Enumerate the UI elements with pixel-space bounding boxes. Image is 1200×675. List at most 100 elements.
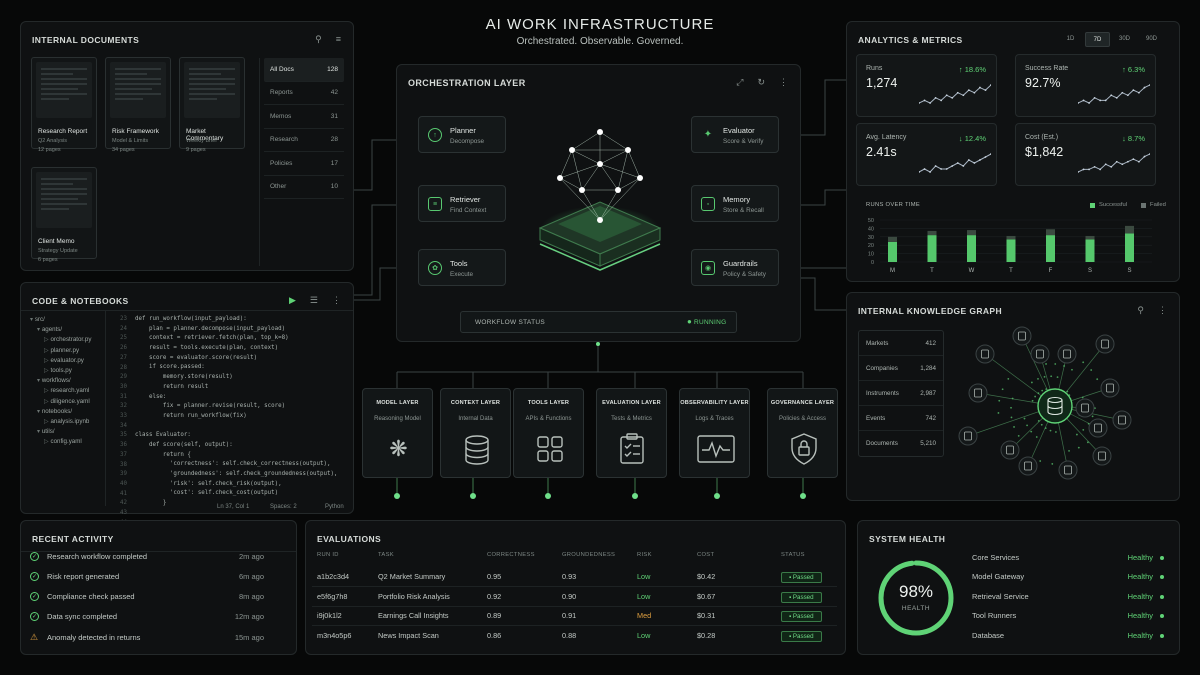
layer-evaluation[interactable]: EVALUATION LAYER Tests & Metrics bbox=[596, 388, 667, 478]
knowledge-item[interactable]: Documents 5,210 bbox=[859, 431, 943, 456]
more-icon[interactable]: ⋮ bbox=[779, 77, 788, 87]
category-item[interactable]: Policies 17 bbox=[264, 152, 344, 176]
layer-tools[interactable]: TOOLS LAYER APIs & Functions bbox=[513, 388, 584, 478]
run-icon[interactable]: ▶ bbox=[289, 295, 296, 305]
file-item[interactable]: ▷ planner.py bbox=[30, 346, 91, 356]
search-icon[interactable]: ⚲ bbox=[315, 34, 322, 44]
category-item[interactable]: Other 10 bbox=[264, 176, 344, 199]
knowledge-item[interactable]: Companies 1,284 bbox=[859, 356, 943, 381]
graph-particle bbox=[1066, 390, 1069, 393]
code-line: context = retriever.fetch(plan, top_k=8) bbox=[135, 335, 289, 342]
graph-particle bbox=[1037, 392, 1040, 395]
service-row[interactable]: Retrieval Service Healthy bbox=[972, 592, 1164, 601]
line-number: 34 bbox=[120, 422, 127, 429]
graph-particle bbox=[1045, 363, 1047, 365]
more-icon[interactable]: ⋮ bbox=[332, 295, 341, 305]
category-item[interactable]: Research 28 bbox=[264, 129, 344, 152]
folder-item[interactable]: ▾ agents/ bbox=[30, 325, 91, 335]
graph-node bbox=[1088, 418, 1108, 438]
file-item[interactable]: ▷ diligence.yaml bbox=[30, 397, 91, 407]
list-icon[interactable]: ☰ bbox=[309, 295, 318, 305]
range-tab-30d[interactable]: 30D bbox=[1118, 36, 1130, 42]
search-icon[interactable]: ⚲ bbox=[1137, 305, 1144, 315]
sparkline-point bbox=[984, 156, 987, 158]
filter-icon[interactable]: ≡ bbox=[335, 34, 341, 44]
table-row[interactable]: i9j0k1l2 Earnings Call Insights 0.89 0.91 Me… bbox=[317, 606, 841, 625]
service-row[interactable]: Model Gateway Healthy bbox=[972, 572, 1164, 581]
file-item[interactable]: ▷ evaluator.py bbox=[30, 356, 91, 366]
file-item[interactable]: ▷ research.yaml bbox=[30, 386, 91, 396]
code-line: def score(self, output): bbox=[135, 441, 233, 448]
file-item[interactable]: ▷ orchestrator.py bbox=[30, 335, 91, 345]
activity-row[interactable]: ⚠ Anomaly detected in returns 15m ago bbox=[30, 632, 264, 643]
chevron-down-icon: ▾ bbox=[37, 326, 42, 334]
doc-card[interactable]: Client Memo Strategy Update 6 pages bbox=[31, 167, 97, 263]
planner-icon: ↑ bbox=[428, 128, 442, 142]
node-guardrails[interactable]: ◉ Guardrails Policy & Safety bbox=[691, 249, 779, 286]
range-tab-7d[interactable]: 7D bbox=[1085, 32, 1110, 47]
activity-row[interactable]: ✓ Compliance check passed 8m ago bbox=[30, 592, 264, 601]
layer-subtitle: Reasoning Model bbox=[374, 416, 421, 422]
range-tab-90d[interactable]: 90D bbox=[1145, 36, 1157, 42]
range-tab-1d[interactable]: 1D bbox=[1066, 36, 1075, 42]
activity-row[interactable]: ✓ Research workflow completed 2m ago bbox=[30, 552, 264, 561]
kpi-card[interactable]: Cost (Est.) $1,842 ↓ 8.7% bbox=[1015, 123, 1156, 186]
category-label: Other bbox=[270, 183, 287, 191]
knowledge-item[interactable]: Instruments 2,987 bbox=[859, 381, 943, 406]
expand-icon[interactable]: ⤢ bbox=[736, 77, 744, 87]
kpi-card[interactable]: Success Rate 92.7% ↑ 6.3% bbox=[1015, 54, 1156, 117]
graph-node bbox=[1018, 456, 1038, 476]
knowledge-item[interactable]: Events 742 bbox=[859, 406, 943, 431]
node-memory[interactable]: ▫ Memory Store & Recall bbox=[691, 185, 779, 222]
folder-item[interactable]: ▾ src/ bbox=[30, 315, 91, 325]
code-editor[interactable]: def run_workflow(input_payload): plan = … bbox=[135, 315, 337, 548]
refresh-icon[interactable]: ↻ bbox=[757, 77, 765, 87]
node-retriever[interactable]: ≡ Retriever Find Context bbox=[418, 185, 506, 222]
document-thumbnail-icon bbox=[110, 62, 166, 118]
kpi-card[interactable]: Runs 1,274 ↑ 18.6% bbox=[856, 54, 997, 117]
layer-model[interactable]: MODEL LAYER Reasoning Model ❋ bbox=[362, 388, 433, 478]
layer-governance[interactable]: GOVERNANCE LAYER Policies & Access bbox=[767, 388, 838, 478]
category-item[interactable]: Memos 31 bbox=[264, 105, 344, 129]
status-dot-icon bbox=[1160, 614, 1164, 618]
activity-row[interactable]: ✓ Risk report generated 6m ago bbox=[30, 572, 264, 581]
node-planner[interactable]: ↑ Planner Decompose bbox=[418, 116, 506, 153]
tree-label: agents/ bbox=[41, 326, 63, 334]
category-label: Memos bbox=[270, 112, 292, 120]
knowledge-item[interactable]: Markets 412 bbox=[859, 331, 943, 356]
category-item[interactable]: All Docs 128 bbox=[264, 58, 344, 82]
folder-item[interactable]: ▾ utils/ bbox=[30, 427, 91, 437]
node-evaluator[interactable]: ✦ Evaluator Score & Verify bbox=[691, 116, 779, 153]
category-item[interactable]: Reports 42 bbox=[264, 82, 344, 105]
doc-card[interactable]: Research Report Q2 Analysis 12 pages bbox=[31, 57, 97, 153]
service-row[interactable]: Tool Runners Healthy bbox=[972, 611, 1164, 620]
file-item[interactable]: ▷ analysis.ipynb bbox=[30, 417, 91, 427]
folder-item[interactable]: ▾ notebooks/ bbox=[30, 407, 91, 417]
table-row[interactable]: a1b2c3d4 Q2 Market Summary 0.95 0.93 Low $0.4… bbox=[317, 567, 841, 586]
file-item[interactable]: ▷ tools.py bbox=[30, 366, 91, 376]
sparkline-point bbox=[967, 159, 970, 161]
kpi-card[interactable]: Avg. Latency 2.41s ↓ 12.4% bbox=[856, 123, 997, 186]
status-badge: ▪ Passed bbox=[781, 572, 822, 583]
graph-particle bbox=[1043, 375, 1046, 378]
service-status: Healthy bbox=[1127, 553, 1153, 562]
col-risk: RISK bbox=[637, 552, 652, 558]
table-row[interactable]: m3n4o5p6 News Impact Scan 0.86 0.88 Low $0.28… bbox=[317, 626, 841, 645]
service-row[interactable]: Database Healthy bbox=[972, 631, 1164, 640]
folder-item[interactable]: ▾ workflows/ bbox=[30, 376, 91, 386]
check-circle-icon: ✓ bbox=[30, 592, 39, 601]
node-tools[interactable]: ✿ Tools Execute bbox=[418, 249, 506, 286]
file-icon: ▷ bbox=[44, 346, 51, 354]
knowledge-graph-visual[interactable] bbox=[950, 318, 1175, 498]
more-icon[interactable]: ⋮ bbox=[1158, 305, 1167, 315]
activity-row[interactable]: ✓ Data sync completed 12m ago bbox=[30, 612, 264, 621]
doc-card[interactable]: Market Commentary Weekly Brief 9 pages bbox=[179, 57, 245, 153]
cell-groundedness: 0.88 bbox=[562, 630, 577, 640]
layer-context[interactable]: CONTEXT LAYER Internal Data bbox=[440, 388, 511, 478]
service-row[interactable]: Core Services Healthy bbox=[972, 553, 1164, 562]
layer-observability[interactable]: OBSERVABILITY LAYER Logs & Traces bbox=[679, 388, 750, 478]
doc-card[interactable]: Risk Framework Model & Limits 34 pages bbox=[105, 57, 171, 153]
table-row[interactable]: e5f6g7h8 Portfolio Risk Analysis 0.92 0.90 L… bbox=[317, 587, 841, 606]
file-item[interactable]: ▷ config.yaml bbox=[30, 437, 91, 447]
file-icon: ▷ bbox=[44, 387, 51, 395]
